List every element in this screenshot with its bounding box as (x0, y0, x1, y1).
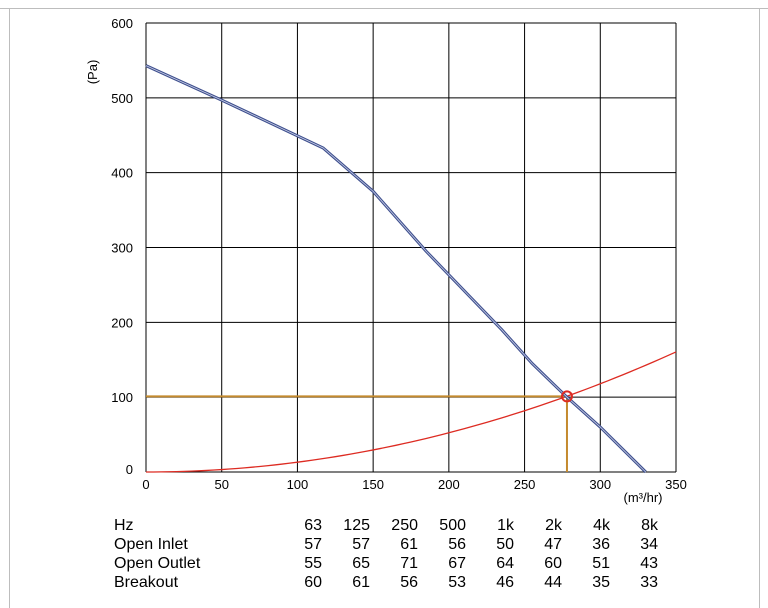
fan-curve (145, 64, 647, 474)
table-cell: 36 (592, 536, 610, 553)
table-cell: 57 (352, 536, 370, 553)
system-curve (145, 351, 677, 473)
grid (145, 22, 677, 473)
header-cell: 500 (439, 517, 466, 534)
table-cell: 61 (400, 536, 418, 553)
table-cell: 55 (304, 555, 322, 572)
x-tick-label: 350 (665, 477, 687, 492)
table-cell: 71 (400, 555, 418, 572)
header-cell: 1k (497, 517, 514, 534)
x-tick-label: 300 (589, 477, 611, 492)
table-cell: 57 (304, 536, 322, 553)
right-border (759, 8, 760, 608)
header-label: Hz (114, 517, 134, 534)
table-cell: 67 (448, 555, 466, 572)
y-tick-label: 600 (111, 16, 133, 31)
table-cell: 60 (304, 574, 322, 591)
table-cell: 56 (448, 536, 466, 553)
x-tick-label: 200 (438, 477, 460, 492)
table-header-row: Hz 63 125 250 500 1k 2k 4k 8k (114, 516, 658, 535)
x-tick-label: 50 (214, 477, 228, 492)
table-cell: 53 (448, 574, 466, 591)
table-cell: 34 (640, 536, 658, 553)
table-cell: 43 (640, 555, 658, 572)
table-row: Breakout 60 61 56 53 46 44 35 33 (114, 573, 658, 592)
x-tick-label: 100 (287, 477, 309, 492)
table-cell: 60 (544, 555, 562, 572)
header-cell: 8k (641, 517, 658, 534)
row-label: Breakout (114, 574, 179, 591)
y-tick-labels: 0 100 200 300 400 500 600 (111, 16, 133, 477)
sound-data-table: Hz 63 125 250 500 1k 2k 4k 8k Open Inlet… (114, 516, 658, 592)
table-cell: 65 (352, 555, 370, 572)
header-cell: 4k (593, 517, 610, 534)
y-tick-label: 400 (111, 166, 133, 181)
table-cell: 35 (592, 574, 610, 591)
sound-table-body: Hz 63 125 250 500 1k 2k 4k 8k Open Inlet… (114, 516, 658, 592)
table-cell: 47 (544, 536, 562, 553)
header-cell: 63 (304, 517, 322, 534)
y-tick-label: 100 (111, 390, 133, 405)
table-row: Open Outlet 55 65 71 67 64 60 51 43 (114, 554, 658, 573)
y-axis-label: (Pa) (85, 60, 100, 85)
table-row: Open Inlet 57 57 61 56 50 47 36 34 (114, 535, 658, 554)
table-cell: 33 (640, 574, 658, 591)
row-label: Open Outlet (114, 555, 201, 572)
table-cell: 46 (496, 574, 514, 591)
y-tick-label: 300 (111, 241, 133, 256)
table-cell: 61 (352, 574, 370, 591)
header-cell: 125 (343, 517, 370, 534)
header-cell: 250 (391, 517, 418, 534)
y-tick-label: 200 (111, 315, 133, 330)
curves (145, 64, 677, 474)
x-tick-label: 150 (362, 477, 384, 492)
table-cell: 50 (496, 536, 514, 553)
table-cell: 51 (592, 555, 610, 572)
left-border (9, 8, 10, 608)
top-border (0, 8, 768, 9)
y-tick-label: 500 (111, 91, 133, 106)
y-tick-label: 0 (126, 462, 133, 477)
operating-point-marker (560, 390, 573, 403)
fan-curve-highlight (145, 65, 646, 473)
row-label: Open Inlet (114, 536, 188, 553)
x-tick-label: 250 (514, 477, 536, 492)
table-cell: 56 (400, 574, 418, 591)
x-axis-label: (m³/hr) (624, 490, 663, 505)
table-cell: 64 (496, 555, 514, 572)
x-tick-label: 0 (142, 477, 149, 492)
x-tick-labels: 0 50 100 150 200 250 300 350 (142, 477, 686, 492)
table-cell: 44 (544, 574, 562, 591)
header-cell: 2k (545, 517, 562, 534)
